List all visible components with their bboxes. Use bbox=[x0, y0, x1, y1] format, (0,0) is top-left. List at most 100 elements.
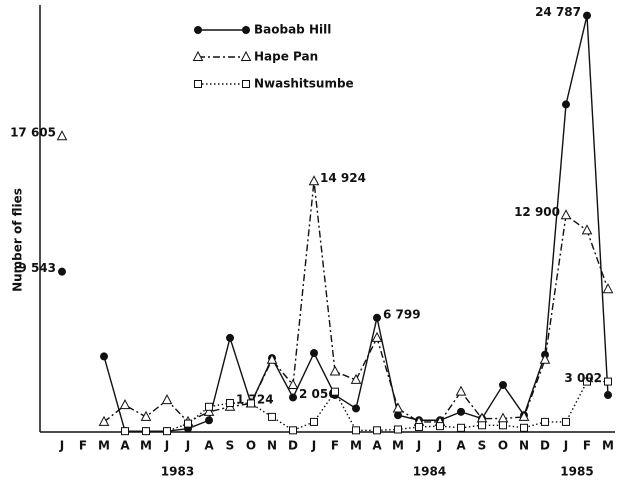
marker bbox=[310, 349, 318, 358]
value-label: 12 900 bbox=[514, 205, 560, 219]
marker bbox=[56, 130, 68, 141]
marker bbox=[604, 391, 612, 400]
marker bbox=[602, 283, 614, 294]
value-label: 3 002 bbox=[564, 371, 602, 385]
marker bbox=[352, 404, 360, 413]
marker bbox=[194, 80, 202, 88]
marker bbox=[194, 26, 202, 34]
marker bbox=[331, 387, 339, 396]
marker bbox=[373, 313, 381, 322]
legend-label: Hape Pan bbox=[254, 50, 318, 64]
x-tick-label: D bbox=[540, 439, 550, 453]
marker bbox=[268, 412, 276, 421]
marker bbox=[226, 399, 234, 408]
marker bbox=[394, 425, 402, 434]
x-tick-label: M bbox=[350, 439, 362, 453]
legend-label: Baobab Hill bbox=[254, 23, 331, 37]
x-tick-label: F bbox=[331, 439, 339, 453]
marker bbox=[436, 422, 444, 431]
x-tick-label: F bbox=[583, 439, 591, 453]
marker bbox=[499, 421, 507, 430]
x-tick-label: M bbox=[98, 439, 110, 453]
series-line bbox=[103, 15, 609, 432]
value-label: 17 605 bbox=[10, 126, 56, 140]
marker bbox=[100, 352, 108, 361]
marker bbox=[560, 209, 572, 220]
value-label: 14 924 bbox=[320, 171, 366, 185]
year-label: 1984 bbox=[413, 465, 446, 479]
marker bbox=[350, 373, 362, 384]
marker bbox=[371, 331, 383, 342]
marker bbox=[205, 402, 213, 411]
x-tick-label: O bbox=[246, 439, 256, 453]
marker bbox=[142, 427, 150, 436]
y-axis-label: Number of flies bbox=[11, 188, 25, 292]
marker bbox=[203, 405, 215, 416]
marker bbox=[310, 417, 318, 426]
marker bbox=[119, 399, 131, 410]
marker bbox=[289, 426, 297, 435]
marker bbox=[520, 423, 528, 432]
marker bbox=[287, 378, 299, 389]
marker bbox=[562, 100, 570, 109]
marker bbox=[457, 423, 465, 432]
value-label: 6 799 bbox=[383, 307, 421, 321]
marker bbox=[242, 80, 250, 88]
x-tick-label: J bbox=[311, 439, 316, 453]
marker bbox=[163, 427, 171, 436]
marker bbox=[226, 333, 234, 342]
marker bbox=[140, 410, 152, 421]
x-tick-label: A bbox=[204, 439, 214, 453]
value-label: 2 056 bbox=[299, 387, 337, 401]
x-tick-label: M bbox=[140, 439, 152, 453]
x-tick-label: J bbox=[59, 439, 64, 453]
marker bbox=[184, 419, 192, 428]
marker bbox=[121, 427, 129, 436]
x-tick-label: O bbox=[498, 439, 508, 453]
x-tick-label: N bbox=[519, 439, 529, 453]
marker bbox=[242, 26, 250, 34]
year-label: 1985 bbox=[560, 465, 593, 479]
marker bbox=[58, 267, 66, 276]
marker bbox=[373, 426, 381, 435]
value-label: 24 787 bbox=[535, 5, 581, 19]
x-tick-label: A bbox=[456, 439, 466, 453]
marker bbox=[266, 353, 278, 364]
x-tick-label: A bbox=[372, 439, 382, 453]
x-tick-label: J bbox=[563, 439, 568, 453]
marker bbox=[583, 11, 591, 20]
x-tick-label: A bbox=[120, 439, 130, 453]
x-tick-label: S bbox=[226, 439, 235, 453]
marker bbox=[583, 377, 591, 386]
value-label: 9 543 bbox=[18, 261, 56, 275]
marker bbox=[604, 377, 612, 386]
marker bbox=[415, 422, 423, 431]
marker bbox=[457, 407, 465, 416]
marker bbox=[392, 402, 404, 413]
marker bbox=[541, 417, 549, 426]
marker bbox=[455, 385, 467, 396]
marker bbox=[394, 411, 402, 420]
marker bbox=[518, 410, 530, 421]
marker bbox=[247, 399, 255, 408]
marker bbox=[205, 416, 213, 425]
marker bbox=[499, 380, 507, 389]
marker bbox=[329, 365, 341, 376]
marker bbox=[478, 421, 486, 430]
x-tick-label: J bbox=[437, 439, 442, 453]
marker bbox=[240, 50, 252, 61]
x-tick-label: F bbox=[79, 439, 87, 453]
marker bbox=[308, 175, 320, 186]
marker bbox=[98, 415, 110, 426]
x-tick-label: M bbox=[602, 439, 614, 453]
series-line bbox=[125, 380, 609, 432]
x-tick-label: N bbox=[267, 439, 277, 453]
x-tick-label: M bbox=[392, 439, 404, 453]
x-tick-label: J bbox=[185, 439, 190, 453]
marker bbox=[581, 224, 593, 235]
marker bbox=[562, 417, 570, 426]
marker bbox=[539, 353, 551, 364]
legend-label: Nwashitsumbe bbox=[254, 77, 354, 91]
x-tick-label: D bbox=[288, 439, 298, 453]
